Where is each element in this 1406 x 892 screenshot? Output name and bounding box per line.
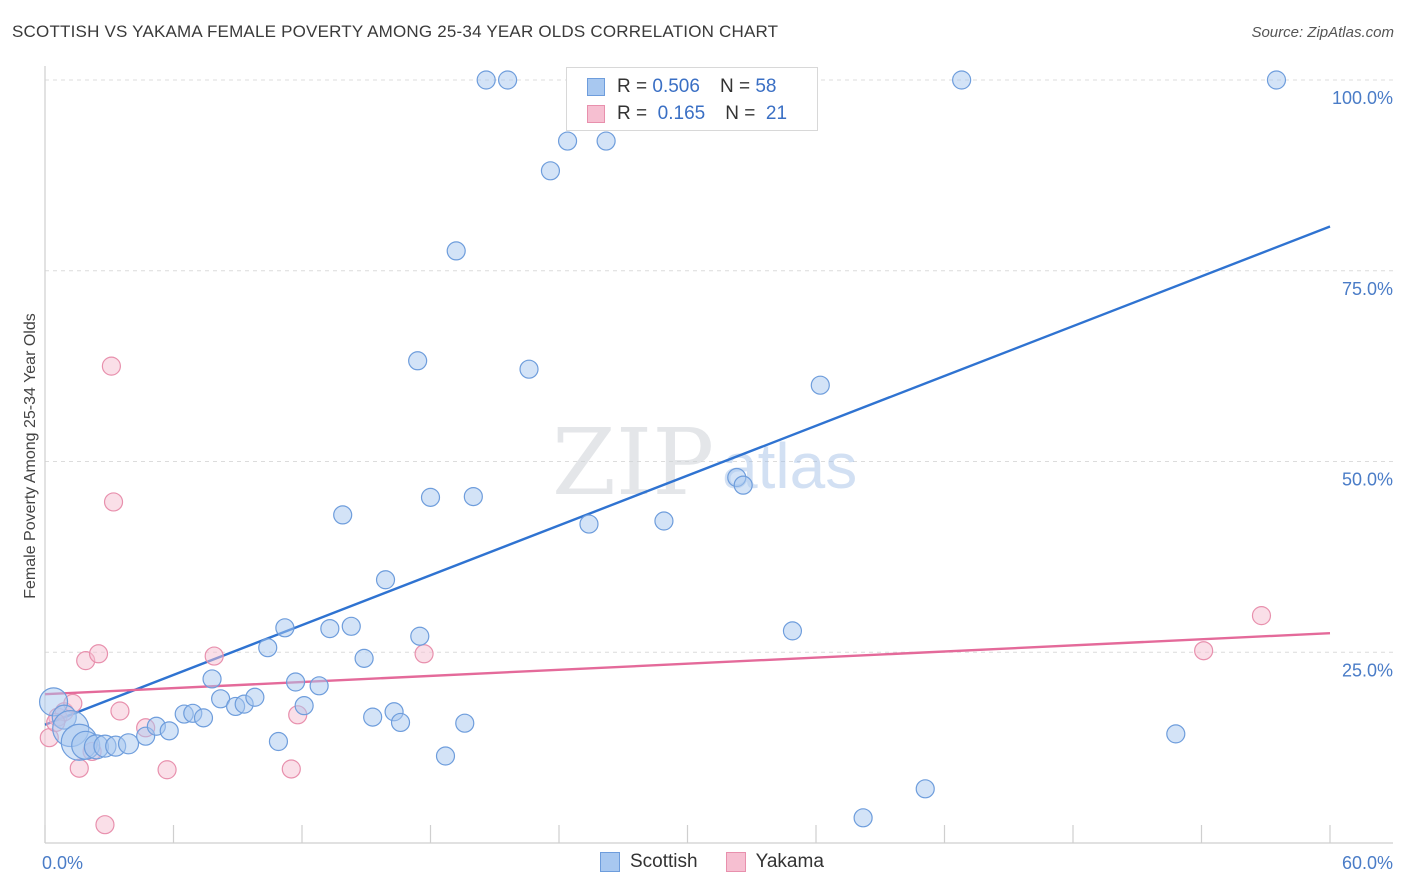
data-point-scottish — [455, 713, 475, 733]
legend-n-label: N = — [725, 103, 756, 124]
data-point-scottish — [211, 689, 231, 709]
legend-r-label: R = — [617, 76, 648, 97]
data-point-scottish — [268, 731, 289, 752]
data-point-scottish — [463, 486, 483, 507]
data-point-scottish — [117, 733, 140, 755]
data-point-yakama — [110, 701, 130, 721]
legend-r-value: 0.506 — [652, 76, 700, 97]
data-point-scottish — [1266, 70, 1287, 90]
data-point-scottish — [915, 779, 935, 799]
data-point-scottish — [476, 70, 496, 90]
data-point-scottish — [363, 707, 383, 727]
data-point-scottish — [579, 514, 599, 534]
axes — [44, 66, 1393, 844]
data-point-scottish — [375, 570, 396, 590]
data-point-yakama — [69, 758, 89, 778]
data-point-scottish — [540, 161, 561, 181]
data-point-scottish — [309, 676, 329, 696]
legend-row-scottish: R = 0.506 N = 58 — [587, 76, 776, 98]
legend-swatch-yakama — [725, 852, 746, 872]
legend-label-scottish: Scottish — [630, 851, 698, 872]
data-point-yakama — [1251, 606, 1272, 626]
data-point-scottish — [341, 616, 361, 636]
legend-swatch-scottish — [600, 852, 620, 872]
y-tick-label: 75.0% — [1342, 279, 1393, 299]
data-point-yakama — [103, 492, 124, 512]
data-point-scottish — [390, 712, 411, 733]
data-point-scottish — [435, 746, 456, 766]
legend-item-scottish[interactable]: Scottish — [600, 851, 698, 873]
data-point-scottish — [333, 505, 353, 525]
legend-r-value: 0.165 — [657, 103, 706, 124]
data-point-yakama — [101, 356, 121, 376]
data-point-scottish — [258, 638, 278, 658]
data-point-yakama — [88, 644, 109, 664]
watermark-zip: ZIP — [552, 409, 714, 516]
legend-r-label: R = — [617, 103, 648, 124]
data-point-scottish — [782, 621, 803, 641]
series-legend: Scottish Yakama — [600, 851, 852, 873]
data-point-scottish — [952, 70, 972, 90]
data-point-scottish — [733, 475, 753, 495]
series-scottish-points — [38, 70, 1287, 828]
legend-n-label: N = — [719, 76, 751, 97]
data-point-scottish — [519, 359, 539, 379]
legend-label-yakama: Yakama — [755, 851, 824, 872]
data-point-scottish — [654, 511, 674, 531]
data-point-scottish — [202, 669, 222, 689]
data-point-yakama — [414, 644, 434, 664]
source-label: Source: ZipAtlas.com — [1251, 24, 1394, 41]
data-point-scottish — [245, 687, 265, 707]
correlation-legend: R = 0.506 N = 58 R = 0.165 N = 21 — [566, 67, 818, 131]
data-point-yakama — [95, 815, 115, 835]
legend-swatch-scottish — [587, 78, 605, 96]
y-tick-label: 25.0% — [1342, 660, 1393, 680]
watermark: ZIP atlas — [552, 409, 857, 516]
legend-item-yakama[interactable]: Yakama — [725, 851, 824, 873]
data-point-scottish — [294, 696, 314, 716]
trend-lines — [44, 225, 1331, 726]
x-tick-label: 60.0% — [1342, 853, 1393, 873]
trend-line-yakama — [44, 631, 1331, 696]
x-tick-label: 0.0% — [42, 853, 83, 873]
data-point-scottish — [810, 375, 830, 395]
data-point-scottish — [159, 721, 179, 741]
data-point-scottish — [408, 351, 428, 371]
data-point-scottish — [285, 672, 306, 692]
y-tick-label: 50.0% — [1342, 470, 1393, 490]
legend-n-value: 58 — [755, 76, 777, 97]
data-point-scottish — [853, 808, 873, 828]
legend-n-value: 21 — [765, 103, 788, 124]
tick-labels: 100.0% 75.0% 50.0% 25.0% 0.0% 60.0% — [42, 88, 1393, 873]
data-point-scottish — [275, 618, 295, 638]
y-axis-label: Female Poverty Among 25-34 Year Olds — [22, 313, 39, 599]
legend-row-yakama: R = 0.165 N = 21 — [587, 103, 787, 125]
data-point-scottish — [557, 131, 578, 151]
data-point-scottish — [1166, 724, 1186, 744]
data-point-yakama — [204, 646, 224, 666]
data-point-scottish — [410, 626, 430, 646]
data-point-scottish — [596, 131, 616, 151]
data-point-yakama — [281, 759, 301, 779]
data-point-scottish — [420, 487, 441, 507]
trend-line-scottish — [44, 225, 1331, 726]
legend-swatch-yakama — [587, 105, 605, 123]
data-point-scottish — [446, 241, 466, 261]
data-point-yakama — [157, 760, 177, 780]
gridlines — [45, 79, 1393, 653]
data-point-yakama — [1194, 641, 1214, 661]
data-point-scottish — [193, 708, 214, 728]
data-point-scottish — [354, 648, 374, 668]
chart-title: SCOTTISH VS YAKAMA FEMALE POVERTY AMONG … — [12, 22, 779, 41]
data-point-scottish — [320, 618, 340, 639]
data-point-scottish — [498, 70, 518, 90]
y-tick-label: 100.0% — [1332, 88, 1393, 108]
